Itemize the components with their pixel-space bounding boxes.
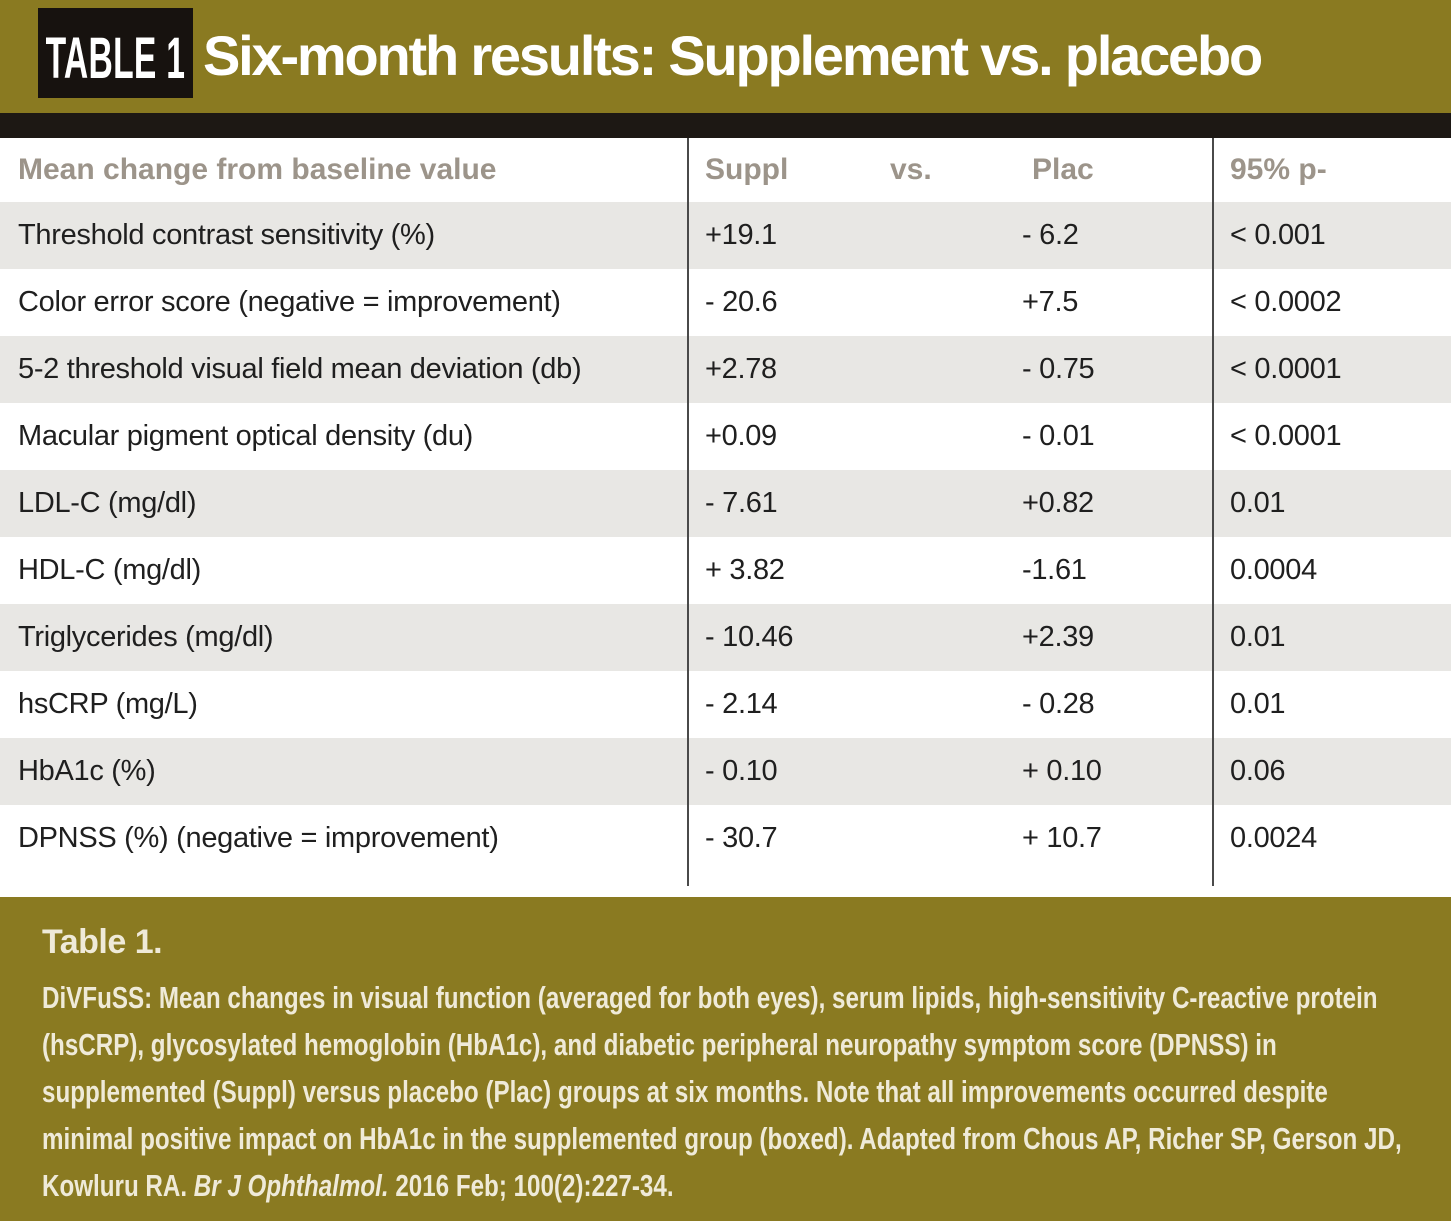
table-row: Macular pigment optical density (du) +0.… [0, 403, 1451, 470]
p-value: 0.0024 [1230, 822, 1317, 854]
column-divider-left [687, 138, 689, 886]
row-label: Threshold contrast sensitivity (%) [18, 219, 435, 251]
p-value: 0.0004 [1230, 554, 1317, 586]
suppl-value: - 30.7 [705, 822, 778, 854]
column-divider-right [1212, 138, 1214, 886]
p-value: 0.01 [1230, 487, 1286, 519]
table-number-tag: TABLE 1 [38, 8, 193, 98]
table-row: Color error score (negative = improvemen… [0, 269, 1451, 336]
journal-name: Br J Ophthalmol. [193, 1168, 389, 1204]
p-value: < 0.001 [1230, 219, 1326, 251]
table-row: 5-2 threshold visual field mean deviatio… [0, 336, 1451, 403]
p-value: 0.01 [1230, 621, 1286, 653]
table-row: HDL-C (mg/dl) + 3.82 -1.61 0.0004 [0, 537, 1451, 604]
table-row: Triglycerides (mg/dl) - 10.46 +2.39 0.01 [0, 604, 1451, 671]
suppl-value: - 0.10 [705, 755, 778, 787]
plac-value: +0.82 [1022, 487, 1094, 519]
row-label: DPNSS (%) (negative = improvement) [18, 822, 499, 854]
suppl-value: +0.09 [705, 420, 777, 452]
row-label: LDL-C (mg/dl) [18, 487, 197, 519]
column-header-pvalue: 95% p- [1230, 153, 1327, 186]
suppl-value: +2.78 [705, 353, 777, 385]
caption-citation: 2016 Feb; 100(2):227-34. [388, 1168, 674, 1204]
column-header-suppl: Suppl [705, 153, 789, 186]
column-header-metric: Mean change from baseline value [18, 153, 497, 186]
row-label: Triglycerides (mg/dl) [18, 621, 274, 653]
p-value: 0.06 [1230, 755, 1286, 787]
plac-value: - 6.2 [1022, 219, 1079, 251]
plac-value: - 0.28 [1022, 688, 1095, 720]
table-header-row: Mean change from baseline value Suppl vs… [0, 138, 1451, 202]
p-value: < 0.0001 [1230, 353, 1342, 385]
caption: Table 1. DiVFuSS: Mean changes in visual… [0, 897, 1451, 1221]
suppl-value: - 2.14 [705, 688, 778, 720]
plac-value: +7.5 [1022, 286, 1079, 318]
p-value: < 0.0002 [1230, 286, 1342, 318]
row-label: Color error score (negative = improvemen… [18, 286, 561, 318]
table-row: hsCRP (mg/L) - 2.14 - 0.28 0.01 [0, 671, 1451, 738]
suppl-value: - 7.61 [705, 487, 778, 519]
plac-value: + 0.10 [1022, 755, 1102, 787]
p-value: < 0.0001 [1230, 420, 1342, 452]
p-value: 0.01 [1230, 688, 1286, 720]
row-label: HDL-C (mg/dl) [18, 554, 202, 586]
plac-value: - 0.75 [1022, 353, 1095, 385]
row-label: hsCRP (mg/L) [18, 688, 198, 720]
plac-value: -1.61 [1022, 554, 1087, 586]
table-row: HbA1c (%) - 0.10 + 0.10 0.06 [0, 738, 1451, 805]
caption-text: DiVFuSS: Mean changes in visual function… [42, 980, 1402, 1204]
row-label: 5-2 threshold visual field mean deviatio… [18, 353, 582, 385]
suppl-value: - 10.46 [705, 621, 794, 653]
plac-value: - 0.01 [1022, 420, 1095, 452]
table-row: LDL-C (mg/dl) - 7.61 +0.82 0.01 [0, 470, 1451, 537]
table-row: Threshold contrast sensitivity (%) +19.1… [0, 202, 1451, 269]
suppl-value: + 3.82 [705, 554, 785, 586]
table-row: DPNSS (%) (negative = improvement) - 30.… [0, 805, 1451, 872]
divider-bar [0, 113, 1451, 138]
suppl-value: - 20.6 [705, 286, 778, 318]
plac-value: + 10.7 [1022, 822, 1102, 854]
caption-heading: Table 1. [42, 923, 163, 961]
row-label: HbA1c (%) [18, 755, 156, 787]
figure-title: Six-month results: Supplement vs. placeb… [203, 23, 1263, 87]
column-header-vs: vs. [890, 153, 932, 186]
suppl-value: +19.1 [705, 219, 777, 251]
column-header-groups: Suppl vs. Plac [687, 138, 1212, 202]
caption-body: DiVFuSS: Mean changes in visual function… [42, 974, 1409, 1210]
column-header-plac: Plac [1032, 153, 1094, 186]
banner: TABLE 1 Six-month results: Supplement vs… [0, 0, 1451, 113]
row-label: Macular pigment optical density (du) [18, 420, 474, 452]
table-number-label: TABLE 1 [45, 25, 186, 91]
plac-value: +2.39 [1022, 621, 1094, 653]
results-table: Mean change from baseline value Suppl vs… [0, 138, 1451, 897]
